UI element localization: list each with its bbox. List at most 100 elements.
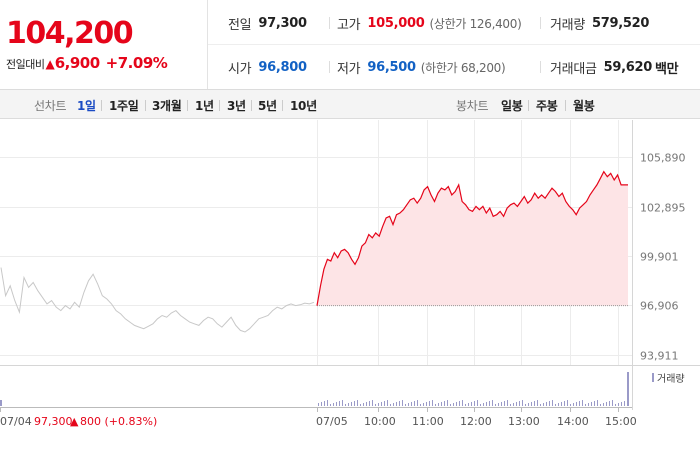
period-5y-tab[interactable]: 5년 [258, 99, 277, 113]
volume-bar [558, 403, 559, 406]
volume-legend-label: 거래량 [657, 373, 685, 385]
volume-bar [555, 404, 556, 406]
volume-bar [564, 401, 565, 406]
divider [540, 61, 541, 73]
period-1w-tab[interactable]: 1주일 [109, 99, 139, 113]
volume-bar [321, 402, 322, 406]
chart-series [0, 170, 628, 333]
amount-unit: 백만 [655, 61, 679, 77]
y-tick-label: 96,906 [640, 300, 679, 313]
volume-bar [489, 401, 490, 406]
volume-bar [333, 403, 334, 406]
volume-bar [330, 404, 331, 406]
period-3y-tab[interactable]: 3년 [227, 99, 246, 113]
low-label: 저가 [337, 61, 361, 77]
volume-bar [582, 400, 583, 406]
divider [528, 100, 529, 111]
volume-bar [324, 401, 325, 406]
open-price: 시가 96,800 [228, 45, 307, 89]
volume-legend-icon [652, 373, 654, 382]
volume-bar [366, 402, 367, 406]
period-10y-tab[interactable]: 10년 [290, 99, 317, 113]
divider [282, 100, 283, 111]
volume-bar [432, 400, 433, 406]
volume-bar [525, 404, 526, 406]
volume-bar [420, 404, 421, 406]
volume-bar [570, 404, 571, 406]
volume-bar [591, 402, 592, 406]
x-tick-label: 15:00 [605, 415, 637, 428]
volume-bar [426, 402, 427, 406]
divider [540, 17, 541, 29]
volume-bar [369, 401, 370, 406]
x-tick-label: 11:00 [412, 415, 444, 428]
volume-bar [606, 402, 607, 406]
volume-bar [594, 401, 595, 406]
volume-bar [378, 403, 379, 406]
candle-monthly-tab[interactable]: 월봉 [573, 99, 595, 113]
volume-bar [618, 403, 619, 406]
volume-bar [579, 401, 580, 406]
amount-label: 거래대금 [550, 61, 597, 77]
volume-bar [441, 402, 442, 406]
volume-bar [435, 404, 436, 406]
volume-bar [495, 404, 496, 406]
volume-bar [336, 402, 337, 406]
volume-bars: 거래량 [0, 372, 685, 406]
candle-weekly-tab[interactable]: 주봉 [536, 99, 558, 113]
volume-bar [513, 403, 514, 406]
low-price: 저가 96,500 (하한가 68,200) [337, 45, 506, 89]
volume-bar [627, 372, 629, 406]
change-value: 6,900 [54, 54, 100, 72]
period-3m-tab[interactable]: 3개월 [152, 99, 182, 113]
volume-bar [615, 404, 616, 406]
volume-bar [546, 402, 547, 406]
candle-chart-label: 봉차트 [456, 99, 489, 113]
y-tick-label: 105,890 [640, 152, 686, 165]
prev-day-line [0, 267, 315, 333]
prev-close-label: 전일 [228, 17, 252, 33]
y-tick-label: 99,901 [640, 251, 679, 264]
divider [251, 100, 252, 111]
line-chart-label: 선차트 [34, 99, 67, 113]
volume-bar [0, 400, 2, 406]
volume-bar [585, 404, 586, 406]
volume-bar [609, 401, 610, 406]
prev-close-value: 97,300 [258, 15, 307, 31]
candle-daily-tab[interactable]: 일봉 [501, 99, 523, 113]
divider [101, 100, 102, 111]
volume-bar [414, 401, 415, 406]
prev-day-up-arrow-icon: ▲ [70, 415, 79, 428]
today-line [316, 170, 628, 306]
volume-bar [573, 403, 574, 406]
volume-bar [360, 404, 361, 406]
volume-bar [561, 402, 562, 406]
volume-label: 거래량 [550, 17, 585, 33]
row-divider [208, 44, 700, 45]
period-1d-tab[interactable]: 1일 [77, 99, 96, 113]
volume-bar [417, 400, 418, 406]
volume-bar [474, 401, 475, 406]
volume-bar [354, 401, 355, 406]
volume-bar [447, 400, 448, 406]
volume-bar [345, 404, 346, 406]
volume-bar [318, 403, 319, 406]
volume-value: 579,520 [591, 15, 650, 31]
volume-bar [507, 400, 508, 406]
volume-bar [543, 403, 544, 406]
volume-bar [372, 400, 373, 406]
volume-bar [339, 401, 340, 406]
price-box: 104,200 전일대비 ▲ 6,900 +7.09% [0, 0, 208, 89]
volume: 거래량 579,520 [550, 1, 649, 45]
volume-bar [429, 401, 430, 406]
period-1y-tab[interactable]: 1년 [195, 99, 214, 113]
price-chart[interactable]: 105,890 102,895 99,901 96,906 93,911 거래량 07/… [0, 120, 700, 450]
volume-bar [393, 403, 394, 406]
volume-bar [528, 403, 529, 406]
volume-bar [342, 400, 343, 406]
prev-day-close-label: 97,300 [34, 415, 73, 428]
volume-bar [516, 402, 517, 406]
volume-bar [465, 404, 466, 406]
x-tick-label: 07/05 [316, 415, 348, 428]
volume-bar [612, 400, 613, 406]
